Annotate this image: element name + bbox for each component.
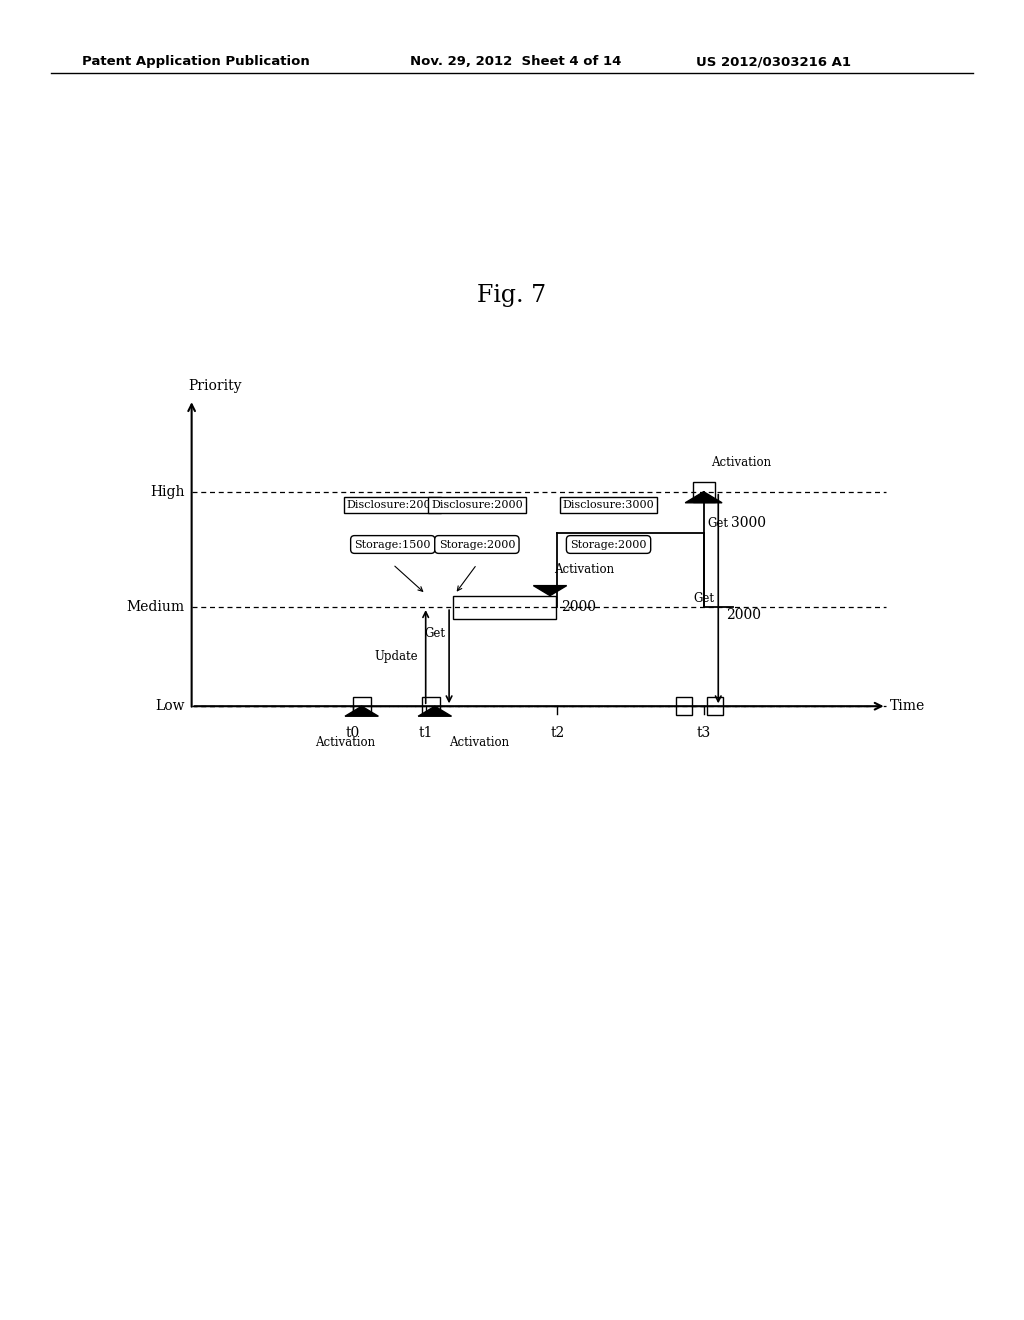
Text: Get: Get [708, 516, 728, 529]
Text: Patent Application Publication: Patent Application Publication [82, 55, 309, 69]
Text: 2000: 2000 [726, 609, 761, 623]
Text: Nov. 29, 2012  Sheet 4 of 14: Nov. 29, 2012 Sheet 4 of 14 [410, 55, 621, 69]
Text: US 2012/0303216 A1: US 2012/0303216 A1 [696, 55, 851, 69]
Text: Disclosure:2000: Disclosure:2000 [431, 500, 523, 510]
Text: Update: Update [375, 651, 419, 663]
Text: Storage:2000: Storage:2000 [438, 540, 515, 549]
Text: 3000: 3000 [731, 516, 766, 529]
Text: High: High [150, 484, 184, 499]
Bar [422, 697, 440, 715]
Text: t2: t2 [550, 726, 564, 741]
Text: Medium: Medium [126, 601, 184, 614]
Text: t3: t3 [696, 726, 711, 741]
Polygon shape [345, 706, 378, 717]
Text: Disclosure:3000: Disclosure:3000 [562, 500, 654, 510]
Text: t0: t0 [345, 726, 359, 741]
Text: Activation: Activation [711, 455, 771, 469]
Bar [352, 697, 371, 715]
Text: Storage:2000: Storage:2000 [570, 540, 647, 549]
Text: Fig. 7: Fig. 7 [477, 284, 547, 306]
Bar [692, 482, 715, 502]
Bar [676, 697, 692, 715]
Polygon shape [685, 492, 722, 503]
Text: Time: Time [890, 700, 926, 713]
Bar [454, 595, 556, 619]
Text: Get: Get [424, 627, 445, 640]
Polygon shape [534, 586, 566, 595]
Polygon shape [418, 706, 452, 717]
Bar [708, 697, 723, 715]
Text: Activation: Activation [450, 737, 510, 748]
Text: Get: Get [693, 593, 715, 606]
Text: Disclosure:2000: Disclosure:2000 [347, 500, 438, 510]
Text: Activation: Activation [554, 562, 613, 576]
Text: Low: Low [155, 700, 184, 713]
Text: Priority: Priority [188, 379, 242, 393]
Text: Activation: Activation [315, 737, 376, 748]
Text: t1: t1 [419, 726, 433, 741]
Text: Storage:1500: Storage:1500 [354, 540, 431, 549]
Text: 2000: 2000 [561, 601, 596, 614]
